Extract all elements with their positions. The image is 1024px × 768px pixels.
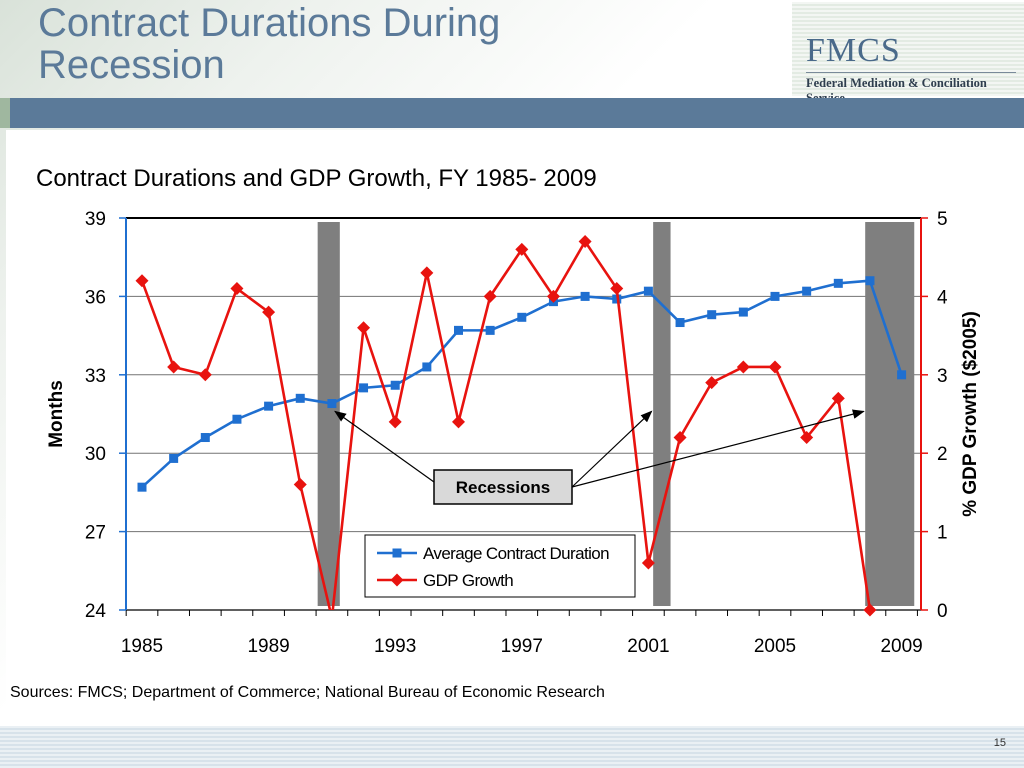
legend-swatch-marker: [390, 573, 404, 587]
duration-data-point: [738, 307, 748, 317]
gdp-data-point: [546, 289, 560, 303]
legend-swatch-marker: [392, 548, 402, 558]
gdp-data-point: [736, 360, 750, 374]
right-axis-label: % GDP Growth ($2005): [960, 311, 981, 517]
gdp-data-point: [705, 376, 719, 390]
duration-data-point: [897, 370, 907, 380]
left-axis-tick-label: 33: [85, 366, 106, 387]
title-bar: [10, 98, 1024, 128]
left-axis-tick-label: 36: [85, 287, 106, 308]
duration-data-point: [295, 393, 305, 403]
x-tick-label: 2005: [754, 636, 796, 657]
gdp-data-point: [831, 391, 845, 405]
gdp-data-point: [135, 274, 149, 288]
gdp-data-point: [578, 235, 592, 249]
recession-arrow: [571, 410, 653, 488]
right-axis-tick-label: 2: [937, 444, 948, 465]
gdp-data-point: [610, 282, 624, 296]
gdp-data-point: [515, 242, 529, 256]
recessions-callout-box: [433, 469, 573, 505]
duration-data-point: [865, 276, 875, 286]
gdp-data-point: [673, 431, 687, 445]
slide-title-line-2: Recession: [38, 43, 225, 87]
recession-arrow: [571, 409, 865, 488]
duration-data-point: [580, 291, 590, 301]
duration-data-point: [169, 453, 179, 463]
gdp-data-point: [293, 478, 307, 492]
x-tick-label: 1997: [501, 636, 543, 657]
gdp-data-point: [483, 289, 497, 303]
gdp-data-point: [262, 305, 276, 319]
recession-band: [653, 222, 671, 606]
legend-label: Average Contract Duration: [423, 544, 609, 563]
logo-text: FMCS: [806, 32, 901, 69]
footer-bar: [0, 726, 1024, 768]
duration-data-point: [802, 286, 812, 296]
right-axis-tick-label: 5: [937, 209, 948, 230]
page-number: 15: [993, 737, 1006, 749]
right-axis-tick-label: 4: [937, 287, 948, 308]
left-axis-tick-label: 27: [85, 523, 106, 544]
gdp-data-point: [768, 360, 782, 374]
duration-data-point: [200, 433, 210, 443]
duration-data-point: [359, 383, 369, 393]
duration-data-point: [485, 325, 495, 335]
recessions-callout-label: Recessions: [456, 478, 551, 497]
gdp-data-point: [420, 266, 434, 280]
duration-data-point: [454, 325, 463, 335]
duration-data-point: [643, 286, 653, 296]
x-tick-label: 2001: [627, 636, 669, 657]
gdp-data-point: [230, 282, 244, 296]
duration-data-point: [707, 310, 717, 320]
x-tick-label: 1989: [247, 636, 289, 657]
duration-data-point: [675, 318, 685, 328]
duration-data-point: [517, 312, 527, 322]
right-axis-tick-label: 0: [937, 601, 948, 622]
gdp-data-point: [388, 415, 402, 429]
left-axis-tick-label: 24: [85, 601, 107, 622]
left-axis-tick-label: 39: [85, 209, 106, 230]
gdp-data-point: [641, 556, 655, 570]
sources-note: Sources: FMCS; Department of Commerce; N…: [10, 684, 605, 701]
gdp-data-point: [357, 321, 371, 335]
duration-series-line: [141, 279, 903, 489]
recession-band: [865, 222, 915, 606]
legend-box: [364, 534, 636, 598]
title-bar-accent: [0, 98, 10, 128]
duration-data-point: [264, 401, 274, 411]
duration-data-point: [422, 362, 432, 372]
slide-title-line-1: Contract Durations During: [38, 1, 501, 45]
left-axis-label: Months: [46, 380, 67, 448]
gdp-data-point: [800, 431, 814, 445]
gdp-data-point: [452, 415, 465, 429]
gdp-data-point: [198, 368, 212, 382]
chart-title: Contract Durations and GDP Growth, FY 19…: [36, 165, 597, 192]
legend-label: GDP Growth: [423, 571, 513, 590]
left-axis-tick-label: 30: [85, 444, 106, 465]
right-axis-tick-label: 1: [937, 523, 948, 544]
logo-divider: [806, 72, 1016, 73]
content-panel: [6, 130, 1024, 720]
gdp-data-point: [863, 603, 877, 617]
slide-title: Contract Durations During Recession: [38, 2, 638, 86]
right-axis-tick-label: 3: [937, 366, 948, 387]
duration-data-point: [137, 482, 147, 492]
recession-band: [317, 222, 340, 606]
duration-data-point: [770, 291, 780, 301]
recession-arrow: [334, 410, 435, 483]
duration-data-point: [327, 399, 337, 409]
gdp-data-point: [167, 360, 181, 374]
duration-data-point: [390, 380, 400, 390]
x-tick-label: 2009: [880, 636, 922, 657]
x-tick-label: 1985: [121, 636, 163, 657]
duration-data-point: [833, 278, 843, 288]
duration-data-point: [232, 414, 242, 424]
x-tick-label: 1993: [374, 636, 416, 657]
fmcs-logo: FMCS Federal Mediation & Conciliation Se…: [792, 2, 1024, 105]
